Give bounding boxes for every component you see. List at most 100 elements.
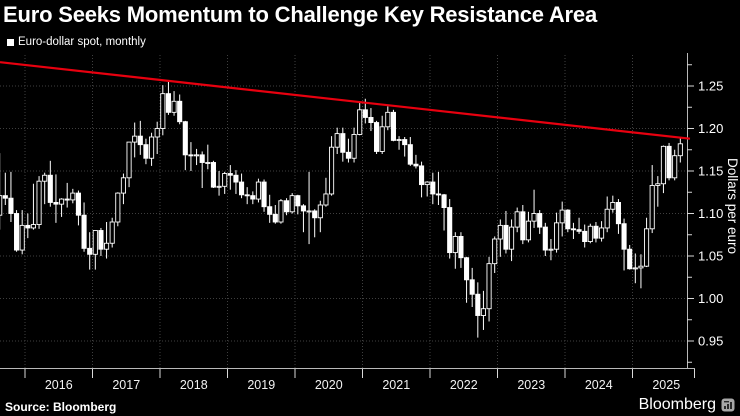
candle-body: [267, 206, 273, 215]
candle-body: [194, 154, 200, 157]
candle-body: [593, 225, 599, 239]
candle-body: [435, 193, 441, 196]
candle-body: [250, 195, 256, 200]
candle-body: [390, 111, 396, 141]
candle-body: [379, 126, 385, 152]
candle-body: [278, 200, 284, 223]
candle-body: [660, 145, 666, 185]
candle-body: [306, 210, 312, 213]
candle-body: [570, 228, 576, 231]
candle-body: [42, 174, 48, 182]
candle-body: [582, 230, 588, 243]
x-axis-year-label: 2016: [45, 378, 73, 392]
candle-body: [559, 209, 565, 224]
candle-body: [554, 222, 560, 250]
bloomberg-app-icon: [721, 398, 735, 412]
candle-body: [126, 141, 132, 179]
candle-body: [272, 213, 278, 223]
candle-body: [537, 213, 543, 228]
candle-body: [154, 128, 160, 138]
candle-body: [452, 235, 458, 254]
candle-body: [424, 181, 430, 186]
legend: Euro-dollar spot, monthly: [7, 36, 146, 48]
candle-body: [542, 226, 548, 251]
y-axis-tick-label: 1.00: [698, 291, 723, 306]
candle-body: [587, 225, 593, 243]
candle-body: [199, 154, 205, 163]
candle-body: [81, 214, 87, 249]
candle-body: [30, 224, 36, 229]
x-axis-year-label: 2022: [450, 378, 478, 392]
candle-body: [340, 133, 346, 153]
candle-body: [351, 133, 357, 159]
bloomberg-wordmark: Bloomberg: [639, 396, 735, 414]
candle-body: [75, 192, 81, 216]
candle-body: [334, 133, 340, 148]
candle-body: [188, 154, 194, 157]
candle-body: [8, 197, 14, 214]
candle-body: [165, 93, 171, 113]
candle-body: [514, 211, 520, 228]
candle-body: [244, 194, 250, 197]
legend-swatch-icon: [7, 38, 14, 46]
x-axis-year-label: 2018: [180, 378, 208, 392]
candle-body: [396, 139, 402, 142]
candle-body: [621, 223, 627, 250]
candle-body: [137, 135, 143, 146]
x-axis-year-label: 2020: [315, 378, 343, 392]
candle-body: [92, 230, 98, 255]
candle-body: [222, 173, 228, 187]
candle-body: [149, 136, 155, 159]
candle-body: [36, 180, 42, 225]
candle-body: [205, 162, 211, 164]
candle-body: [14, 213, 20, 251]
candle-body: [53, 201, 59, 205]
candle-body: [70, 192, 76, 201]
candle-body: [0, 195, 3, 216]
candle-body: [255, 181, 261, 200]
candle-body: [599, 227, 605, 239]
candle-body: [430, 181, 436, 195]
candle-body: [413, 163, 419, 167]
candle-body: [525, 220, 531, 241]
y-axis-tick-label: 1.20: [698, 121, 723, 136]
candle-body: [627, 248, 633, 270]
candle-body: [329, 146, 335, 195]
candle-body: [362, 109, 368, 118]
candle-body: [480, 308, 486, 316]
candle-body: [615, 201, 621, 225]
candle-body: [447, 207, 453, 254]
y-axis-tick-label: 1.15: [698, 164, 723, 179]
candle-body: [492, 238, 498, 265]
candle-body: [98, 230, 104, 250]
brand-label: Bloomberg: [638, 396, 716, 413]
candle-body: [143, 144, 149, 159]
candle-body: [458, 235, 464, 259]
candle-body: [548, 248, 554, 251]
candle-body: [385, 111, 391, 128]
y-axis-title: Dollars per euro: [725, 158, 740, 254]
x-axis-year-label: 2019: [247, 378, 275, 392]
x-axis-year-label: 2023: [517, 378, 545, 392]
candle-body: [655, 183, 661, 186]
candle-body: [632, 267, 638, 270]
candle-body: [503, 224, 509, 250]
candle-body: [64, 198, 70, 201]
candle-body: [239, 181, 245, 196]
candle-body: [120, 177, 126, 194]
candle-body: [132, 135, 138, 143]
candle-body: [182, 121, 188, 156]
candle-body: [497, 224, 503, 240]
candle-body: [345, 151, 351, 159]
candle-body: [576, 229, 582, 232]
x-axis-year-label: 2024: [585, 378, 613, 392]
candle-body: [216, 185, 222, 188]
candle-body: [357, 109, 363, 135]
candle-body: [160, 93, 166, 129]
candle-body: [419, 165, 425, 186]
resistance-trendline: [0, 61, 691, 140]
x-axis-year-label: 2021: [382, 378, 410, 392]
candle-body: [464, 257, 470, 281]
x-axis-year-label: 2017: [112, 378, 140, 392]
